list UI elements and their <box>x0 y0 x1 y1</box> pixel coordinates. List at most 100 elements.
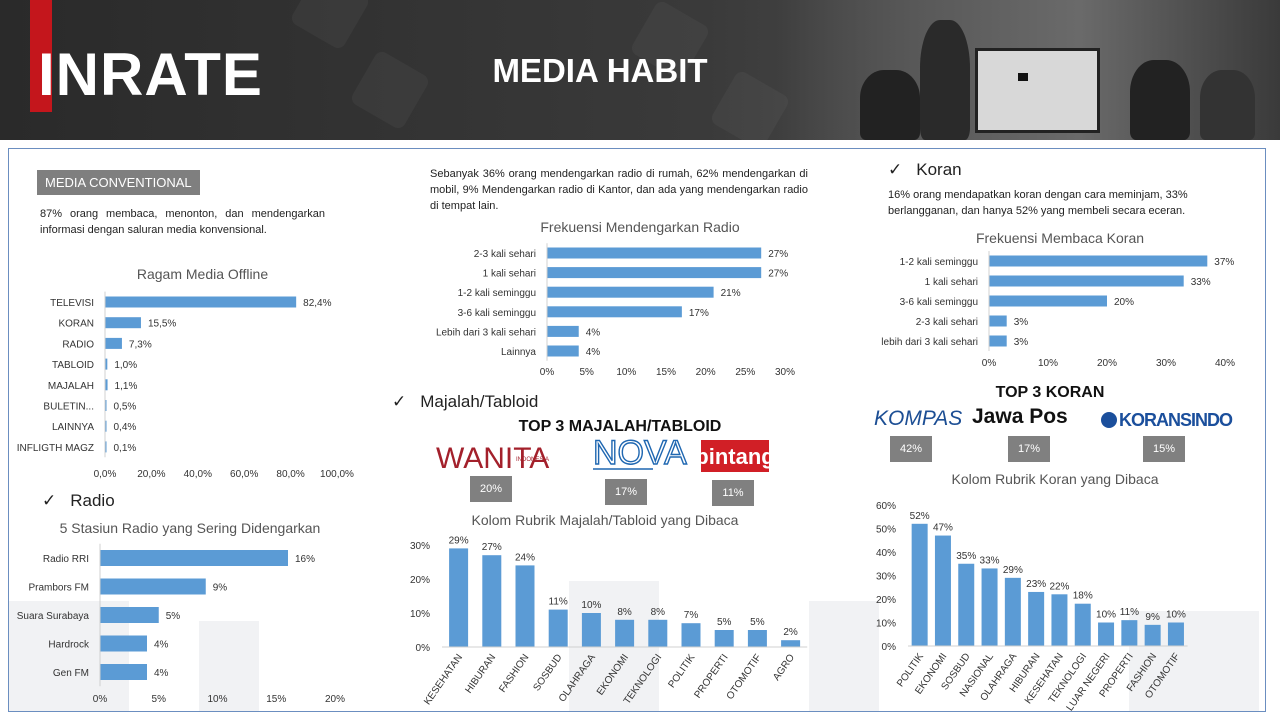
wanita-logo-text: WANITA <box>436 442 549 475</box>
category-label: POLITIK <box>666 652 697 690</box>
section-koran-label: Koran <box>916 160 962 179</box>
tick-label: 5% <box>152 694 167 705</box>
category-label: 3-6 kali seminggu <box>458 308 536 319</box>
category-label: 1 kali sehari <box>483 269 536 280</box>
chart-rubrik-koran: 0%10%20%30%40%50%60%52%POLITIK47%EKONOMI… <box>876 501 1188 713</box>
media-conventional-badge: MEDIA CONVENTIONAL <box>37 170 200 195</box>
chart-rubrik-majalah: 0% 10% 20% 30% 29% KESEHATAN 27% HIBURAN 24% FASH… <box>410 535 808 707</box>
city-silhouette <box>809 601 879 711</box>
data-label: 47% <box>933 523 953 534</box>
data-label: 4% <box>586 347 601 358</box>
bar <box>100 635 147 652</box>
tick-label: 20% <box>325 694 345 705</box>
koransindo-logo-text: KORANSINDO <box>1119 410 1233 430</box>
wanita-logo: WANITA INDONESIA <box>436 440 549 475</box>
bar <box>105 296 297 308</box>
category-label: HIBURAN <box>463 652 498 695</box>
section-radio-label: Radio <box>70 491 115 510</box>
data-label: 23% <box>1026 579 1046 590</box>
chart-title-radio5: 5 Stasiun Radio yang Sering Didengarkan <box>59 520 321 536</box>
wanita-logo-sub: INDONESIA <box>516 457 549 463</box>
tick-label: 0% <box>416 643 431 654</box>
bar <box>547 325 579 337</box>
nova-logo-text: NOVA <box>593 434 687 472</box>
category-label: AGRO <box>771 652 797 683</box>
chart-ragam-media: TELEVISI 82,4% KORAN 15,5% RADIO 7,3% TABLOID 1… <box>17 291 354 480</box>
chart-title-freqradio: Frekuensi Mendengarkan Radio <box>540 219 740 235</box>
data-label: 10% <box>1096 610 1116 621</box>
nova-logo: NOVA <box>592 433 688 472</box>
bar <box>100 578 206 595</box>
category-label: 1-2 kali seminggu <box>458 288 536 299</box>
bar <box>989 255 1208 267</box>
data-label: 33% <box>980 555 1000 566</box>
bar <box>781 640 801 647</box>
bar <box>989 335 1007 347</box>
data-label: 27% <box>768 269 788 280</box>
data-label: 21% <box>721 288 741 299</box>
tick-label: 30% <box>775 367 795 378</box>
meeting-photo <box>780 0 1280 140</box>
data-label: 3% <box>1014 317 1029 328</box>
data-label: 22% <box>1049 581 1069 592</box>
jawapos-logo-text: Jawa Pos <box>972 405 1068 428</box>
tick-label: 60% <box>876 501 896 512</box>
category-label: TABLOID <box>52 360 94 371</box>
data-label: 37% <box>1214 257 1234 268</box>
data-label: 7,3% <box>129 339 152 350</box>
data-label: 4% <box>154 640 169 651</box>
chart-frekuensi-koran: 1-2 kali seminggu 37% 1 kali sehari 33% 3-6 … <box>881 251 1235 369</box>
category-label: LAINNYA <box>52 422 94 433</box>
tick-label: 10% <box>876 619 896 630</box>
tick-label: 100,0% <box>320 469 354 480</box>
header-banner: INRATE MEDIA HABIT <box>0 0 1280 140</box>
top3-majalah-title: TOP 3 MAJALAH/TABLOID <box>518 418 722 435</box>
bar <box>100 550 288 566</box>
bar <box>547 247 762 259</box>
category-label: INFLIGTH MAGZ <box>17 443 94 454</box>
tick-label: 40,0% <box>184 469 212 480</box>
tick-label: 0% <box>982 358 997 369</box>
data-label: 18% <box>1073 591 1093 602</box>
category-label: lebih dari 3 kali sehari <box>881 337 978 348</box>
tick-label: 30% <box>410 541 430 552</box>
bar <box>1074 603 1091 646</box>
inrate-logo: INRATE <box>38 41 263 108</box>
data-label: 15,5% <box>148 319 176 330</box>
data-label: 0,5% <box>114 402 137 413</box>
wanita-pct: 20% <box>470 476 512 502</box>
bar <box>548 609 568 647</box>
category-label: Hardrock <box>48 640 90 651</box>
tick-label: 80,0% <box>276 469 304 480</box>
person-silhouette <box>920 20 970 140</box>
bar <box>1167 622 1184 646</box>
bar <box>547 345 579 357</box>
koransindo-logo: KORANSINDO <box>1100 408 1240 434</box>
bar <box>958 563 975 646</box>
bar <box>547 286 714 298</box>
data-label: 9% <box>1145 612 1160 623</box>
tick-label: 0% <box>882 642 897 653</box>
kompas-logo-text: KOMPAS <box>874 407 962 430</box>
data-label: 4% <box>154 668 169 679</box>
bar <box>105 400 107 411</box>
data-label: 33% <box>1191 277 1211 288</box>
tick-label: 40% <box>1215 358 1235 369</box>
bar <box>100 607 159 623</box>
person-silhouette <box>1130 60 1190 140</box>
data-label: 5% <box>750 617 765 628</box>
bintang-logo: bintang <box>695 440 775 472</box>
bar <box>934 535 951 646</box>
bar <box>1121 620 1138 646</box>
logo-red-bar <box>30 0 52 112</box>
category-label: Gen FM <box>53 668 89 679</box>
data-label: 5% <box>717 617 732 628</box>
data-label: 3% <box>1014 337 1029 348</box>
data-label: 7% <box>684 610 699 621</box>
hex-decoration <box>349 49 431 131</box>
bar <box>105 337 122 349</box>
chart-title-freqkoran: Frekuensi Membaca Koran <box>975 230 1145 246</box>
chart-title-ragam: Ragam Media Offline <box>136 266 269 282</box>
data-label: 29% <box>1003 565 1023 576</box>
tick-label: 20% <box>410 575 430 586</box>
